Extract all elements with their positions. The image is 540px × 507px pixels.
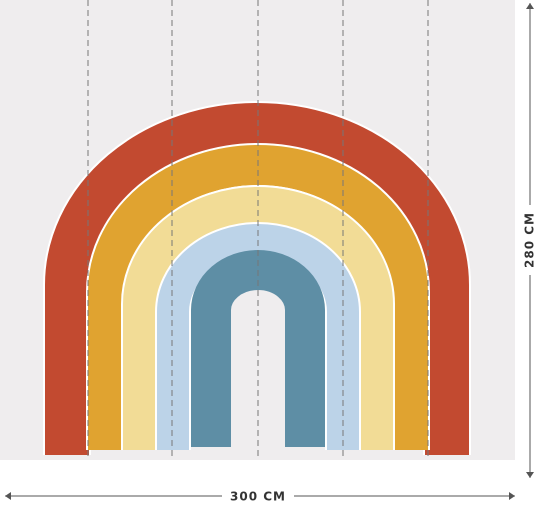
label-background <box>521 205 539 275</box>
height-label: 280 CM <box>523 212 537 268</box>
height-dimension: 280 CM <box>521 3 539 478</box>
label-background <box>222 487 294 505</box>
width-label: 300 CM <box>230 490 286 504</box>
red-band <box>45 103 469 455</box>
width-dimension: 300 CM <box>5 487 515 505</box>
panel-seams <box>87 0 429 460</box>
